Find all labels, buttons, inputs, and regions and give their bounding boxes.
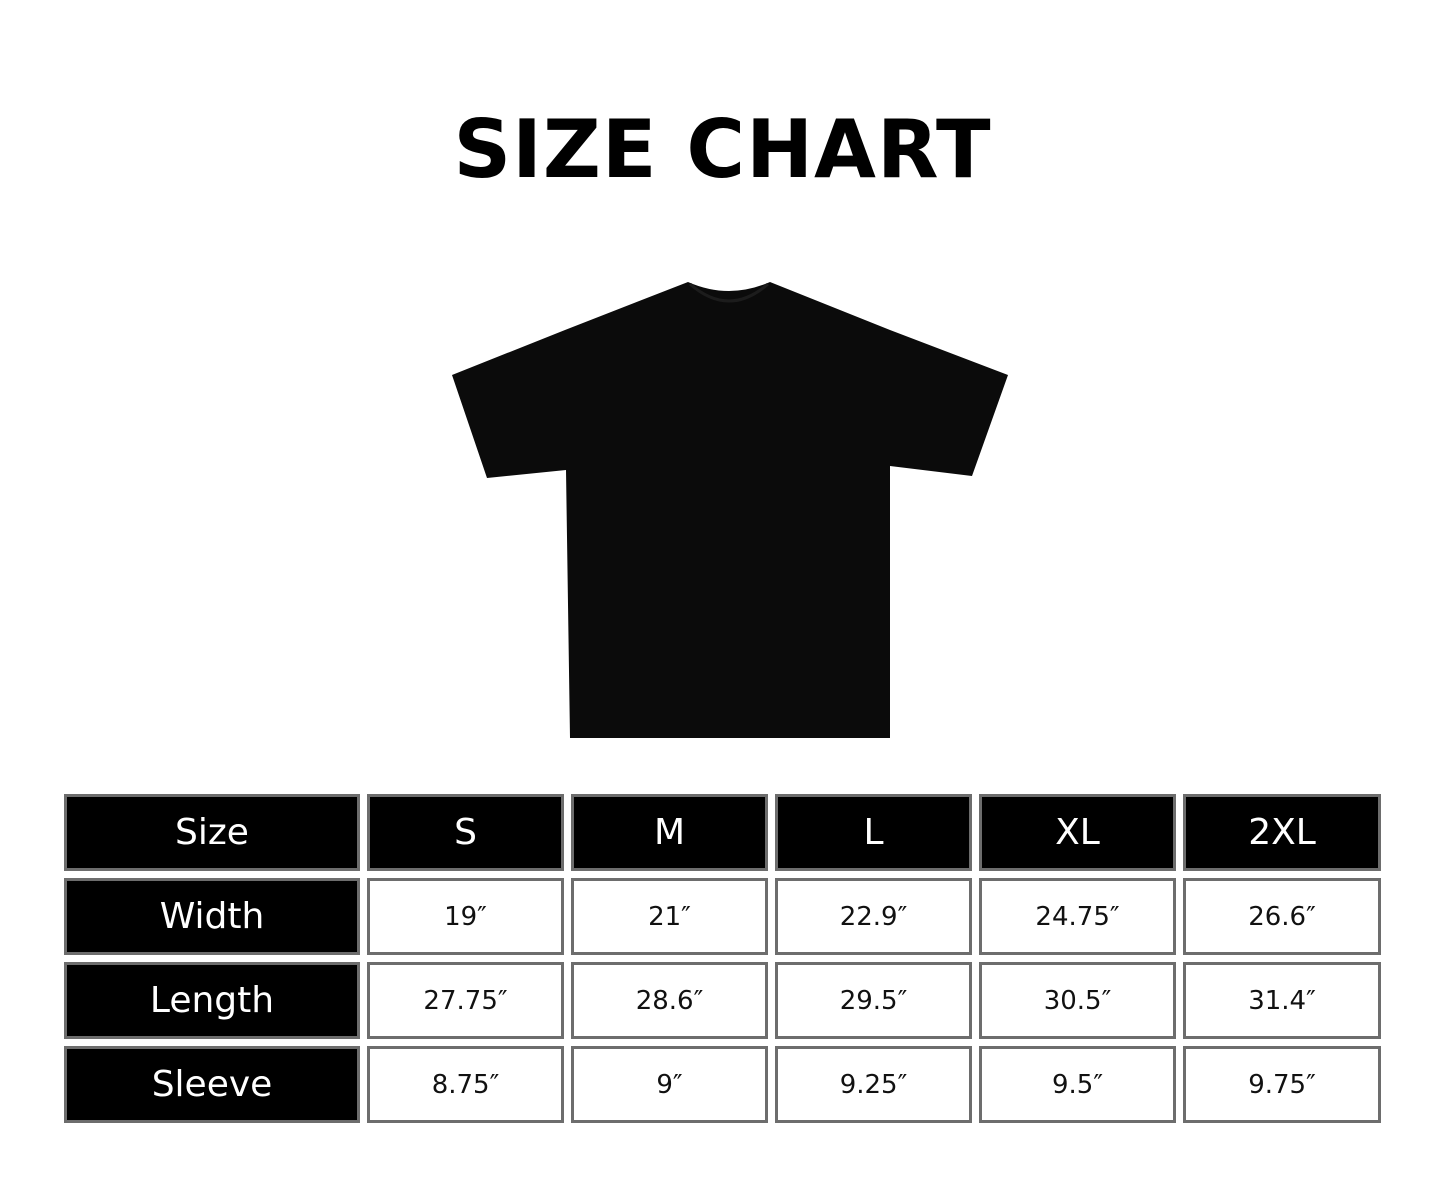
t-shirt-collar bbox=[689, 282, 769, 303]
page-title: SIZE CHART bbox=[453, 103, 992, 196]
header-cell-xl: XL bbox=[979, 794, 1176, 871]
header-cell-l: L bbox=[775, 794, 972, 871]
value-cell: 26.6″ bbox=[1183, 878, 1381, 955]
value-cell: 19″ bbox=[367, 878, 564, 955]
header-cell-s: S bbox=[367, 794, 564, 871]
header-cell-m: M bbox=[571, 794, 768, 871]
header-cell-2xl: 2XL bbox=[1183, 794, 1381, 871]
value-cell: 29.5″ bbox=[775, 962, 972, 1039]
value-cell: 30.5″ bbox=[979, 962, 1176, 1039]
value-cell: 31.4″ bbox=[1183, 962, 1381, 1039]
value-cell: 9″ bbox=[571, 1046, 768, 1123]
row-label-width: Width bbox=[64, 878, 360, 955]
value-cell: 24.75″ bbox=[979, 878, 1176, 955]
row-label-sleeve: Sleeve bbox=[64, 1046, 360, 1123]
value-cell: 9.5″ bbox=[979, 1046, 1176, 1123]
row-label-length: Length bbox=[64, 962, 360, 1039]
value-cell: 21″ bbox=[571, 878, 768, 955]
t-shirt-body bbox=[452, 282, 1008, 738]
value-cell: 28.6″ bbox=[571, 962, 768, 1039]
value-cell: 9.75″ bbox=[1183, 1046, 1381, 1123]
t-shirt-image bbox=[452, 282, 1008, 738]
value-cell: 27.75″ bbox=[367, 962, 564, 1039]
value-cell: 22.9″ bbox=[775, 878, 972, 955]
header-cell-size: Size bbox=[64, 794, 360, 871]
value-cell: 9.25″ bbox=[775, 1046, 972, 1123]
value-cell: 8.75″ bbox=[367, 1046, 564, 1123]
